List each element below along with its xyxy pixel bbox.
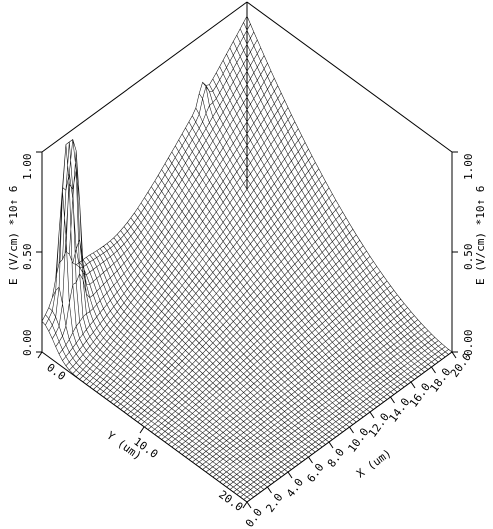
x-axis-label: X (um) [354,447,394,481]
x-tick-mark [328,441,334,449]
z-tick-label: 1.00 [21,154,34,181]
surface-mesh [41,15,453,503]
x-tick-label: 0.0 [243,506,265,529]
z-tick-left-2: 1.00 [21,151,42,181]
x-tick-label: 2.0 [263,491,285,515]
y-tick-label: 0.0 [44,361,68,383]
z-axis-label-right: E (V/cm) *10↑ 6 [474,186,487,285]
z-tick-label: 0.00 [462,330,475,357]
z-tick-left-1: 0.50 [21,244,42,271]
x-tick-mark [390,396,395,404]
surface-mesh-lines [41,15,453,503]
x-tick-label: 4.0 [284,476,306,500]
x-tick-label: 8.0 [325,446,347,470]
z-axis-right: 0.00 0.50 1.00 E (V/cm) *10↑ 6 [452,151,487,357]
z-tick-label: 0.50 [21,244,34,271]
z-tick-label: 0.00 [21,330,34,357]
x-tick-mark [308,456,313,464]
x-tick-mark [410,381,416,389]
z-tick-label: 0.50 [462,244,475,271]
x-tick-mark [246,501,252,509]
x-tick-label: 6.0 [304,461,326,485]
y-tick-label: 20.0 [216,488,245,514]
x-tick-mark [451,351,457,359]
base-edges [41,351,453,503]
z-axis-left: 0.00 0.50 1.00 E (V/cm) *10↑ 6 [7,151,42,357]
x-tick-mark [349,426,354,434]
x-tick-mark [369,411,375,419]
z-axis-label-left: E (V/cm) *10↑ 6 [7,186,20,285]
z-tick-left-0: 0.00 [21,330,42,357]
x-tick-mark [287,471,293,479]
x-tick-mark [431,366,436,374]
x-tick-mark [267,486,272,494]
z-tick-label: 1.00 [462,154,475,181]
